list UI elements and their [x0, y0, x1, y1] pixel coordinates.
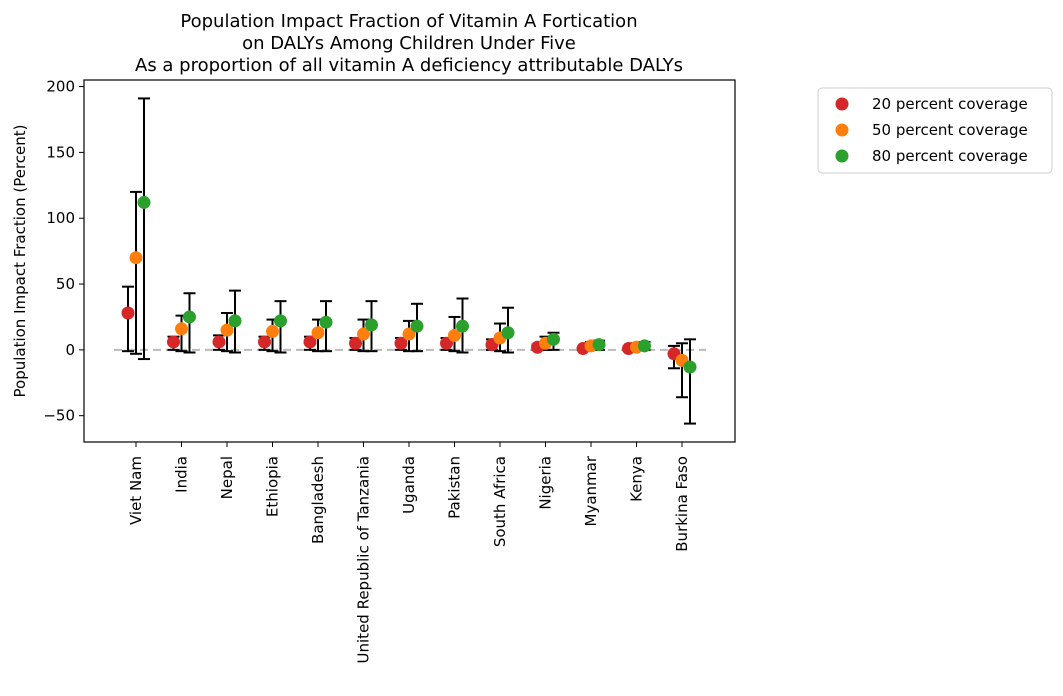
- error-bar: [138, 97, 150, 361]
- y-tick-label: 150: [46, 143, 75, 161]
- legend-label: 20 percent coverage: [872, 95, 1028, 113]
- x-tick-label: South Africa: [491, 456, 509, 547]
- legend-marker: [835, 123, 849, 137]
- y-tick-label: 0: [65, 341, 75, 359]
- data-point: [220, 323, 234, 337]
- y-tick-label: −50: [43, 407, 75, 425]
- error-bar: [130, 190, 142, 355]
- x-tick-label: Uganda: [400, 456, 418, 514]
- data-point: [311, 326, 325, 340]
- title-line-1: Population Impact Fraction of Vitamin A …: [180, 11, 637, 32]
- data-point: [501, 326, 515, 340]
- data-point: [448, 328, 461, 342]
- y-axis: −50 0 50 100 150 200: [43, 78, 84, 425]
- x-tick-label: India: [173, 456, 191, 493]
- data-point: [183, 310, 196, 324]
- x-tick-label: Nigeria: [537, 456, 555, 510]
- data-point: [440, 336, 453, 350]
- data-point: [410, 319, 424, 333]
- x-tick-label: Ethiopia: [264, 456, 282, 517]
- x-tick-label: Kenya: [628, 456, 646, 502]
- x-axis: Viet Nam India Nepal Ethiopia Bangladesh Unit…: [127, 442, 691, 663]
- data-point: [121, 306, 135, 320]
- data-point: [402, 327, 416, 341]
- data-point: [167, 335, 180, 349]
- data-point: [683, 360, 697, 374]
- data-point: [175, 322, 188, 336]
- chart-title: Population Impact Fraction of Vitamin A …: [135, 11, 683, 76]
- title-line-2: on DALYs Among Children Under Five: [242, 33, 576, 54]
- data-point: [456, 319, 469, 333]
- x-tick-label: Myanmar: [582, 455, 600, 526]
- data-point: [274, 314, 287, 328]
- legend: 20 percent coverage 50 percent coverage 80…: [817, 87, 1053, 174]
- data-point: [212, 335, 226, 349]
- data-point: [357, 327, 370, 341]
- data-point: [394, 336, 408, 350]
- legend-label: 80 percent coverage: [872, 147, 1028, 165]
- legend-marker: [835, 149, 849, 163]
- x-tick-label: Nepal: [218, 456, 236, 499]
- y-tick-label: 200: [46, 78, 75, 96]
- legend-frame: [817, 87, 1053, 174]
- data-point: [137, 195, 151, 209]
- data-point: [638, 339, 651, 353]
- data-point: [365, 318, 378, 332]
- data-point: [258, 335, 271, 349]
- y-axis-label: Population Impact Fraction (Percent): [11, 124, 29, 397]
- error-bar: [684, 338, 696, 425]
- data-point: [228, 314, 242, 328]
- data-point: [592, 338, 606, 352]
- plot-area: [83, 79, 736, 443]
- x-tick-label: United Republic of Tanzania: [355, 456, 373, 663]
- title-line-3: As a proportion of all vitamin A deficie…: [135, 55, 683, 76]
- data-point: [319, 315, 333, 329]
- legend-marker: [835, 97, 849, 111]
- y-tick-label: 100: [46, 209, 75, 227]
- x-tick-label: Viet Nam: [127, 456, 145, 525]
- x-tick-label: Pakistan: [446, 456, 464, 519]
- data-point: [129, 251, 143, 265]
- data-point: [349, 336, 362, 350]
- data-point: [547, 332, 560, 346]
- x-tick-label: Burkina Faso: [673, 456, 691, 552]
- error-bar: [676, 342, 688, 399]
- x-tick-label: Bangladesh: [309, 456, 327, 544]
- data-point: [303, 335, 317, 349]
- data-point: [266, 324, 279, 338]
- y-tick-label: 50: [56, 275, 75, 293]
- legend-label: 50 percent coverage: [872, 121, 1028, 139]
